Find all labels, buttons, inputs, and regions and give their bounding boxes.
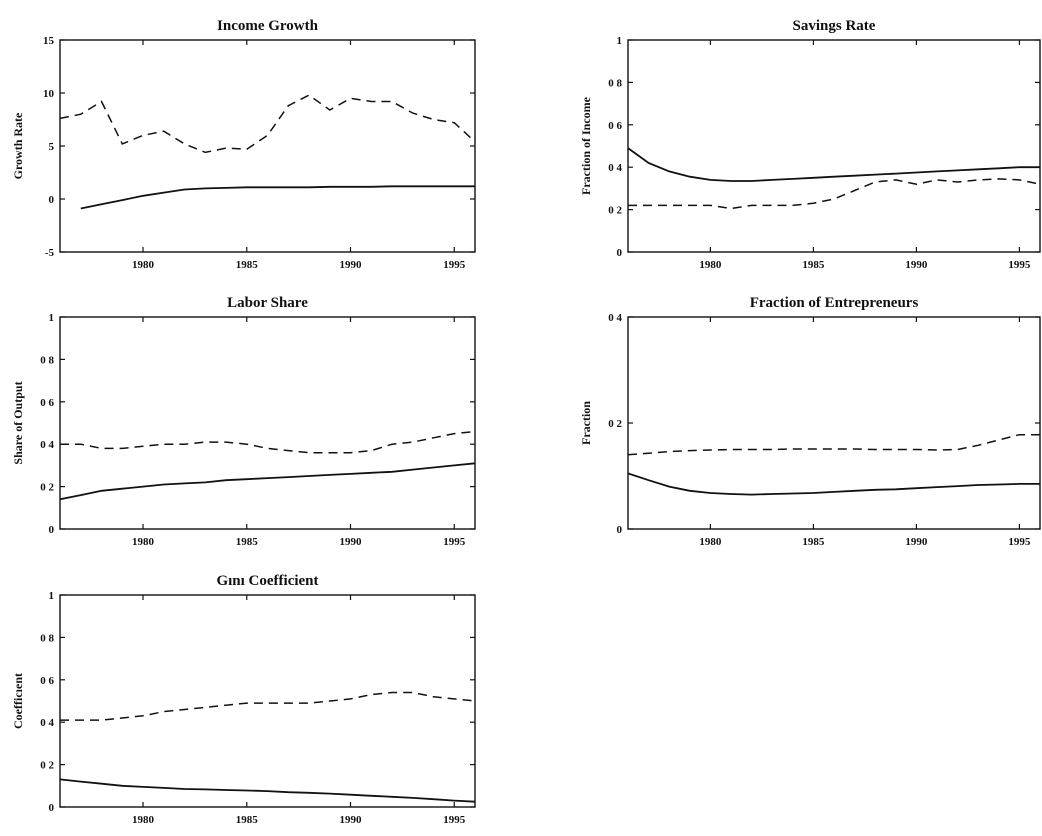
y-axis-label: Share of Output xyxy=(11,381,25,464)
y-tick-label: 0 6 xyxy=(40,397,54,409)
plot-frame xyxy=(627,39,1041,253)
x-tick-label: 1995 xyxy=(443,259,466,271)
series-line-dashed xyxy=(60,430,476,454)
chart-title: Income Growth xyxy=(217,18,319,34)
y-tick-label: 0 4 xyxy=(608,162,622,174)
y-tick-label: 0 4 xyxy=(40,439,54,451)
x-tick-label: 1995 xyxy=(1008,536,1031,548)
series-line-dashed xyxy=(60,691,476,721)
x-tick-label: 1980 xyxy=(132,814,155,826)
y-tick-label: 0 8 xyxy=(40,632,54,644)
x-tick-label: 1980 xyxy=(699,259,722,271)
series-line-solid xyxy=(59,462,476,501)
y-axis-label: Fraction xyxy=(579,401,593,445)
y-tick-label: 0 xyxy=(49,194,55,206)
y-tick-label: 1 xyxy=(617,35,623,47)
y-tick-label: 1 xyxy=(49,590,55,602)
x-tick-label: 1985 xyxy=(802,259,825,271)
y-tick-label: 1 xyxy=(49,312,55,324)
chart-panel-4: Fraction of Entrepreneurs Fraction 1980 198… xyxy=(579,295,1041,548)
plot-frame xyxy=(59,316,476,530)
x-tick-label: 1990 xyxy=(340,814,363,826)
y-tick-label: 0 2 xyxy=(40,760,54,772)
y-tick-label: 0 6 xyxy=(40,675,54,687)
y-axis-label: Growth Rate xyxy=(11,112,25,179)
x-tick-label: 1985 xyxy=(802,536,825,548)
series-line-solid xyxy=(627,147,1040,182)
plot-frame xyxy=(59,39,476,253)
y-tick-label: 0 2 xyxy=(608,418,622,430)
y-tick-label: 10 xyxy=(43,88,55,100)
y-axis-label: Fraction of Income xyxy=(579,96,593,195)
series-line-dashed xyxy=(628,178,1041,210)
x-tick-label: 1980 xyxy=(132,259,155,271)
y-tick-label: 0 xyxy=(49,524,55,536)
series-line-dashed xyxy=(627,433,1040,456)
chart-title: Savings Rate xyxy=(793,18,876,34)
y-tick-label: 0 2 xyxy=(40,482,54,494)
y-axis-label: Coefficıent xyxy=(11,673,25,729)
series-line-solid xyxy=(80,185,475,210)
series-line-solid xyxy=(627,472,1040,496)
chart-title: Gını Coefficient xyxy=(216,573,318,589)
x-tick-label: 1990 xyxy=(905,259,928,271)
y-tick-label: 0 8 xyxy=(40,354,54,366)
y-tick-label: 0 6 xyxy=(608,120,622,132)
chart-panel-2: Savings Rate Fraction of Income 1980 1985 19… xyxy=(579,18,1041,271)
x-tick-label: 1990 xyxy=(905,536,928,548)
chart-title: Labor Share xyxy=(227,295,308,311)
y-tick-label: 0 xyxy=(617,524,623,536)
x-tick-label: 1985 xyxy=(236,814,259,826)
chart-panel-3: Labor Share Share of Output 1980 1985 1990 19… xyxy=(11,295,476,548)
x-tick-label: 1990 xyxy=(340,536,363,548)
x-tick-label: 1980 xyxy=(132,536,155,548)
y-tick-label: 0 8 xyxy=(608,77,622,89)
chart-panel-5: Gını Coefficient Coefficıent 1980 1985 1990 1… xyxy=(11,573,476,826)
y-tick-label: 5 xyxy=(49,141,55,153)
plot-frame xyxy=(59,594,476,808)
y-tick-label: 15 xyxy=(43,35,55,47)
series-line-dashed xyxy=(59,94,476,154)
x-tick-label: 1995 xyxy=(1008,259,1031,271)
y-tick-label: 0 2 xyxy=(608,205,622,217)
y-tick-label: 0 4 xyxy=(608,312,622,324)
x-tick-label: 1985 xyxy=(236,536,259,548)
y-tick-label: 0 xyxy=(617,247,623,259)
x-tick-label: 1995 xyxy=(443,536,466,548)
x-tick-label: 1980 xyxy=(699,536,722,548)
y-tick-label: 0 xyxy=(49,802,55,814)
plot-frame xyxy=(627,316,1041,530)
x-tick-label: 1990 xyxy=(340,259,363,271)
x-tick-label: 1985 xyxy=(236,259,259,271)
chart-panel-1: Income Growth Growth Rate 1980 1985 1990 1995… xyxy=(11,18,476,271)
y-tick-label: -5 xyxy=(45,247,55,259)
x-tick-label: 1995 xyxy=(443,814,466,826)
y-tick-label: 0 4 xyxy=(40,717,54,729)
chart-title: Fraction of Entrepreneurs xyxy=(750,295,919,311)
series-line-solid xyxy=(59,778,476,803)
